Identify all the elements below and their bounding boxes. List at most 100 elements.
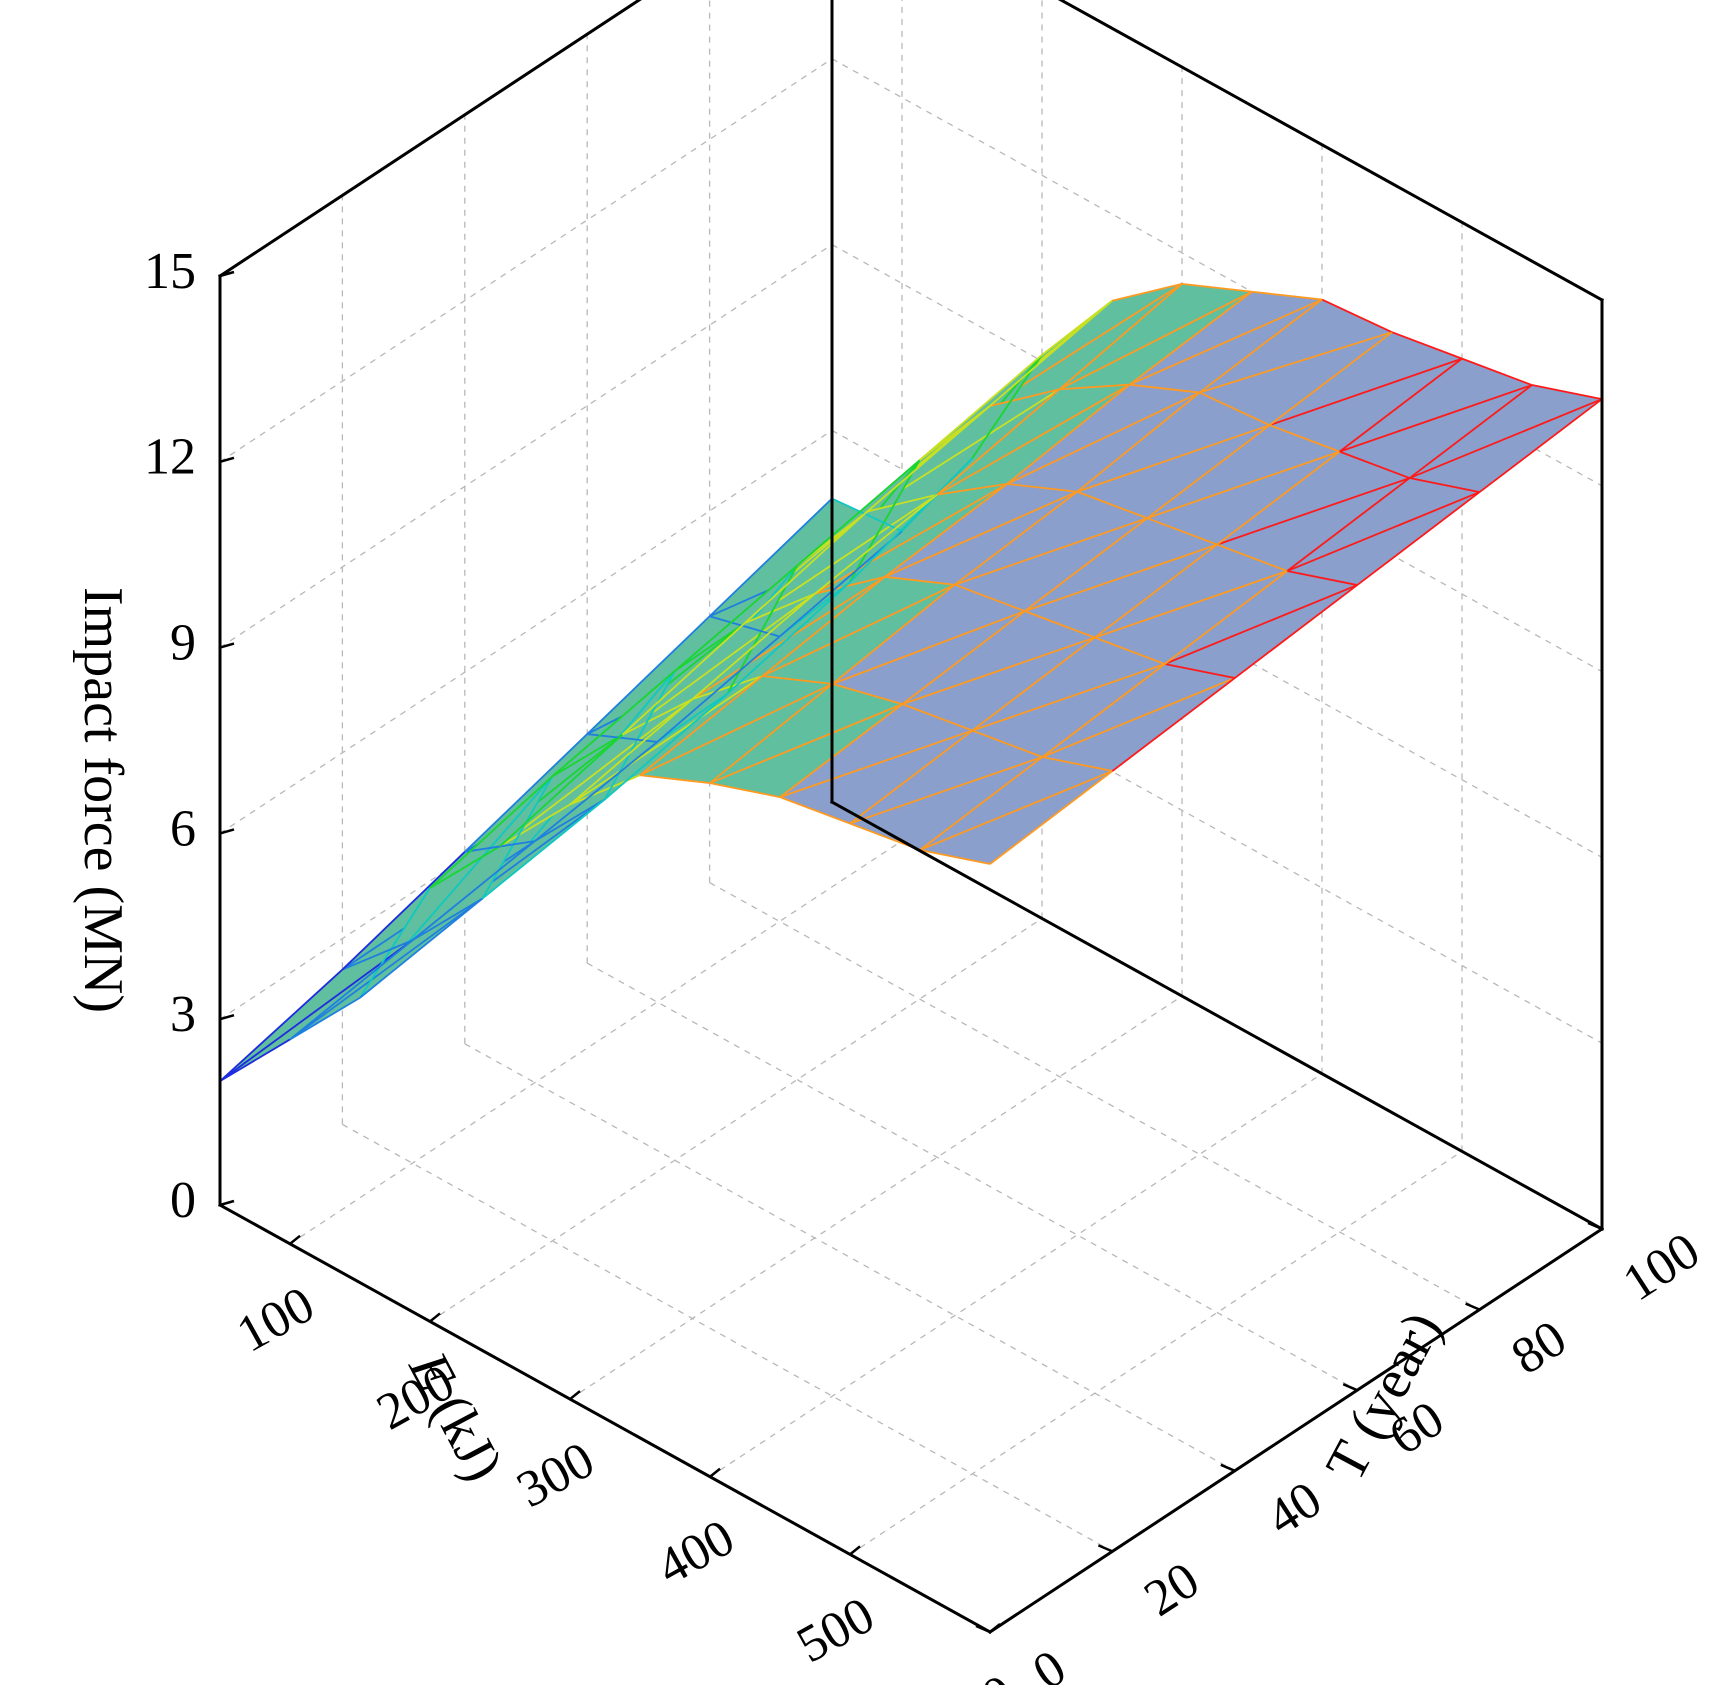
surface-mesh-diagonal [1216,477,1410,546]
y-tick-label: 100 [1613,1222,1709,1312]
surface-mesh-diagonal [1059,290,1253,391]
surface-mesh-diagonal [709,703,903,784]
surface-mesh-line-T [709,683,833,784]
x-tick-label: 400 [648,1509,744,1597]
surface-mesh-line-T [779,703,903,798]
z-tick-mark [219,1013,235,1021]
surface-mesh-line-E [342,939,413,971]
surface-mesh-line-E [692,675,763,701]
surface-mesh-line-E [656,693,728,743]
surface-mesh-line-T [796,459,921,567]
surface-mesh-line-E [1076,490,1148,520]
surface-mesh-line-E [866,493,938,513]
surface-mesh-line-T [848,457,973,584]
surface-mesh-line-T [1199,298,1323,394]
surface-mesh-line-T [341,851,466,971]
surface-mesh-line-T [1041,663,1166,758]
grid-line-floor-x [429,917,1043,1322]
x-tick-label: 600 [928,1664,1024,1685]
surface-mesh-line-T [691,593,816,700]
axis-frame-edge [217,0,642,279]
surface-mesh-line-T [1164,570,1288,665]
surface-mesh-line-T [901,610,1026,705]
grid-line-back-z [831,244,1603,673]
surface-mesh-line-E [1164,663,1235,679]
grid-line-floor-x [709,1073,1323,1478]
x-tick-mark [569,1390,581,1401]
y-tick-mark [1342,1383,1358,1392]
surface-mesh-line-T [919,354,1043,461]
surface-mesh-diagonal [884,490,1078,578]
surface-mesh-line-E [848,459,921,583]
surface-mesh-line-E [814,575,886,595]
surface-mesh-line-T [989,770,1113,865]
z-tick-mark [219,270,235,278]
surface-mesh-line-E [219,1038,291,1082]
surface-mesh-diagonal [936,383,1131,496]
surface-mesh-line-E [1059,383,1130,391]
surface-mesh-line-E [902,703,973,732]
surface-mesh-line-T [1076,391,1201,493]
surface-mesh-diagonal [1006,391,1200,485]
surface-mesh-line-T [621,622,746,736]
surface-mesh-line-T [761,576,886,677]
surface-mesh-line-T [569,698,693,806]
surface-mesh-line-T [849,729,973,825]
surface-mesh-diagonal [1024,543,1218,612]
surface-mesh-line-E [1461,357,1533,386]
surface-mesh-line-T [1356,491,1481,586]
grid-line-left-z [219,615,833,1020]
surface-mesh-diagonal [954,517,1148,586]
surface-mesh-line-E [534,798,606,842]
surface-mesh-diagonal [219,939,413,1082]
z-tick-mark [219,642,235,649]
surface-mesh-line-E [1269,424,1340,453]
surface-mesh-diagonal [832,610,1026,685]
axes-frame [217,0,1605,1635]
surface-mesh-diagonal [499,698,693,847]
z-axis-title: Impact force (MN) [72,587,134,1013]
surface-mesh-diagonal [1042,677,1236,758]
surface-mesh-line-T [989,300,1113,407]
z-tick-mark [219,1199,235,1207]
surface-mesh-diagonal [1146,450,1340,520]
surface-mesh-line-E [1181,282,1253,293]
surface-mesh-line-T [359,897,483,999]
surface-mesh-diagonal [1164,584,1358,665]
surface-mesh-line-E [709,782,781,799]
surface-mesh [219,282,1603,1082]
surface-mesh-line-T [1006,383,1131,485]
surface-mesh-line-T [744,510,868,624]
x-tick-mark [709,1467,721,1478]
y-tick-mark [1097,1544,1113,1553]
grid-line-floor-x [569,995,1183,1400]
z-tick-label: 12 [144,429,196,486]
z-tick-label: 9 [170,615,196,672]
x-tick-mark [849,1545,861,1556]
surface-mesh-line-E [499,803,571,847]
grid-line-left-z [219,244,833,649]
surface-mesh-line-E [831,497,903,532]
surface-mesh-line-T [936,388,1061,496]
surface-mesh-line-E [1042,756,1113,772]
surface-mesh-line-E [954,583,1026,612]
surface-mesh-diagonal [902,636,1096,705]
y-tick-mark [975,1624,991,1634]
surface-mesh-line-E [779,796,851,825]
y-tick-label: 40 [1257,1471,1332,1547]
surface-mesh-diagonal [762,583,956,677]
surface-mesh-line-T [1479,398,1603,493]
surface-mesh-line-E [1409,477,1480,493]
surface-mesh-diagonal [1094,570,1288,639]
surface-mesh-diagonal [1076,424,1270,493]
surface-mesh-line-E [1111,282,1183,302]
y-tick-label: 0 [1023,1639,1076,1685]
surface-mesh-line-E [289,996,361,1041]
axis-frame-edge [1057,0,1605,303]
surface-mesh-diagonal [569,675,763,806]
surface-mesh-line-T [779,530,903,638]
grid-line-floor-y [586,962,1358,1391]
axis-frame-edge [829,799,1605,1232]
surface-mesh-line-T [954,491,1078,586]
z-tick-label: 0 [170,1172,196,1229]
